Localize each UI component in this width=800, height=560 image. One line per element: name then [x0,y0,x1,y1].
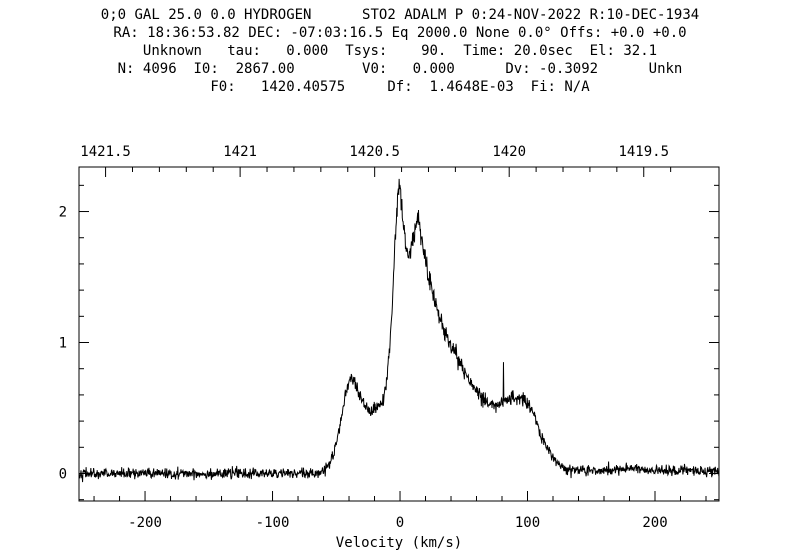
freq-tick-label: 1420.5 [349,144,400,160]
y-tick-label: 2 [59,205,67,221]
header-line-source: 0;0 GAL 25.0 0.0 HYDROGEN STO2 ADALM P 0… [100,7,700,23]
y-tick-label: 0 [59,466,67,482]
spectrum-trace [78,178,720,483]
x-tick-label: 0 [396,515,404,531]
header-line-channels: N: 4096 I0: 2867.00 V0: 0.000 Dv: -0.309… [117,61,683,77]
freq-tick-label: 1421 [223,144,257,160]
y-tick-label: 1 [59,336,67,352]
header-line-calibration: Unknown tau: 0.000 Tsys: 90. Time: 20.0s… [142,43,658,59]
x-tick-label: -200 [128,515,162,531]
x-axis-title: Velocity (km/s) [336,535,462,551]
x-tick-label: -100 [256,515,290,531]
plot-frame [78,166,720,502]
header-line-frequency: F0: 1420.40575 Df: 1.4648E-03 Fi: N/A [210,79,590,95]
freq-tick-label: 1420 [492,144,526,160]
x-tick-label: 100 [515,515,540,531]
observation-header: 0;0 GAL 25.0 0.0 HYDROGEN STO2 ADALM P 0… [0,6,800,96]
header-line-coordinates: RA: 18:36:53.82 DEC: -07:03:16.5 Eq 2000… [113,25,687,41]
freq-tick-label: 1421.5 [80,144,131,160]
x-tick-label: 200 [642,515,667,531]
freq-tick-label: 1419.5 [618,144,669,160]
